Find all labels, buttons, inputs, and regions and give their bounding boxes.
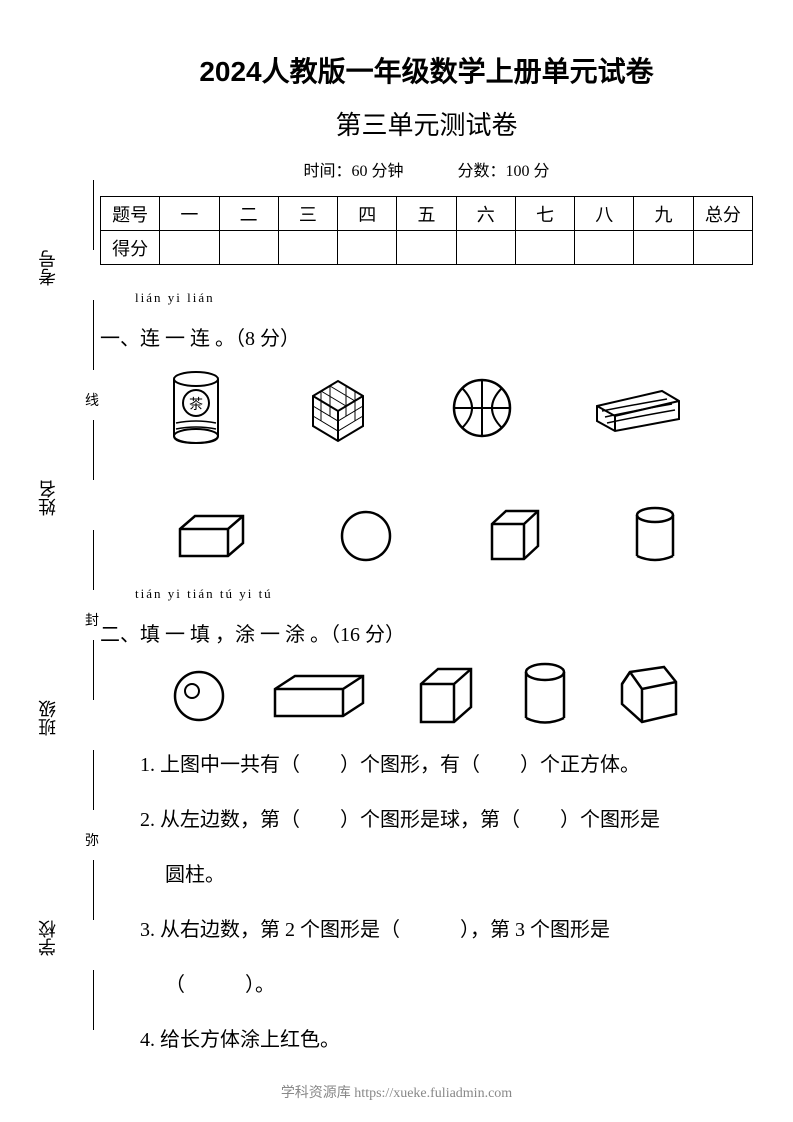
table-cell: 一: [160, 197, 219, 231]
side-line: [93, 300, 94, 370]
side-label-school: 学校: [35, 920, 61, 956]
side-marker-line: 线: [85, 390, 99, 410]
cuboid-shape-icon: [175, 511, 250, 561]
circle-shape-icon: [339, 509, 394, 564]
tea-can-icon: 茶: [166, 371, 226, 446]
cylinder-shape-icon: [633, 506, 678, 566]
main-title: 2024人教版一年级数学上册单元试卷: [100, 50, 753, 90]
side-line: [93, 970, 94, 1030]
table-cell: 六: [456, 197, 515, 231]
binding-margin: 考号 线 姓名 封 班级 弥 学校: [25, 0, 75, 1122]
table-cell[interactable]: [515, 231, 574, 265]
table-cell: 七: [515, 197, 574, 231]
footer-text: 学科资源库 https://xueke.fuliadmin.com: [0, 1082, 793, 1102]
table-cell[interactable]: [456, 231, 515, 265]
section1-top-row: 茶: [130, 371, 723, 446]
sphere-icon: [172, 669, 227, 724]
side-line: [93, 750, 94, 810]
cube-3d-icon: [413, 664, 478, 729]
table-cell: 二: [219, 197, 278, 231]
table-cell: 得分: [101, 231, 160, 265]
side-line: [93, 180, 94, 250]
eraser-icon: [587, 381, 687, 436]
table-row: 题号 一 二 三 四 五 六 七 八 九 总分: [101, 197, 753, 231]
table-cell[interactable]: [278, 231, 337, 265]
sub-title: 第三单元测试卷: [100, 105, 753, 142]
table-cell: 总分: [693, 197, 752, 231]
side-label-name: 姓名: [35, 480, 61, 516]
table-cell: 八: [575, 197, 634, 231]
score-table: 题号 一 二 三 四 五 六 七 八 九 总分 得分: [100, 196, 753, 265]
table-cell[interactable]: [160, 231, 219, 265]
question-3b: （ ）。: [165, 965, 753, 1005]
section2-shapes-row: [150, 662, 703, 730]
cube-shape-icon: [484, 506, 544, 566]
section2-title: 二、填 一 填 ，涂 一 涂 。（16 分）: [100, 618, 753, 647]
cube-tilted-icon: [612, 664, 682, 729]
table-cell[interactable]: [634, 231, 693, 265]
table-row: 得分: [101, 231, 753, 265]
table-cell[interactable]: [397, 231, 456, 265]
cylinder-3d-icon: [521, 662, 569, 730]
pinyin-annotation: tián yi tián tú yi tú: [135, 586, 753, 602]
exam-meta: 时间：60 分钟 分数：100 分: [100, 157, 753, 181]
score-label: 分数：100 分: [458, 163, 550, 180]
table-cell: 三: [278, 197, 337, 231]
table-cell: 九: [634, 197, 693, 231]
section1-title: 一、连 一 连 。（8 分）: [100, 322, 753, 351]
time-label: 时间：60 分钟: [303, 163, 403, 180]
table-cell[interactable]: [693, 231, 752, 265]
question-1: 1. 上图中一共有（ ）个图形，有（ ）个正方体。: [140, 745, 753, 785]
question-3: 3. 从右边数，第 2 个图形是（ ），第 3 个图形是: [140, 910, 753, 950]
side-label-exam-no: 考号: [35, 250, 61, 286]
side-marker-seal: 封: [85, 610, 99, 630]
table-cell[interactable]: [575, 231, 634, 265]
question-4: 4. 给长方体涂上红色。: [140, 1020, 753, 1060]
question-2b: 圆柱。: [165, 855, 753, 895]
side-line: [93, 860, 94, 920]
svg-text:茶: 茶: [189, 397, 203, 413]
question-2: 2. 从左边数，第（ ）个图形是球，第（ ）个图形是: [140, 800, 753, 840]
side-marker-mi: 弥: [85, 830, 99, 850]
cuboid-flat-icon: [270, 671, 370, 721]
side-line: [93, 640, 94, 700]
table-cell: 四: [338, 197, 397, 231]
table-cell: 五: [397, 197, 456, 231]
table-cell: 题号: [101, 197, 160, 231]
side-line: [93, 420, 94, 480]
table-cell[interactable]: [338, 231, 397, 265]
table-cell[interactable]: [219, 231, 278, 265]
basketball-icon: [450, 376, 515, 441]
rubiks-cube-icon: [298, 371, 378, 446]
side-line: [93, 530, 94, 590]
pinyin-annotation: lián yi lián: [135, 290, 753, 306]
side-label-class: 班级: [35, 700, 61, 736]
section1-bottom-row: [130, 506, 723, 566]
